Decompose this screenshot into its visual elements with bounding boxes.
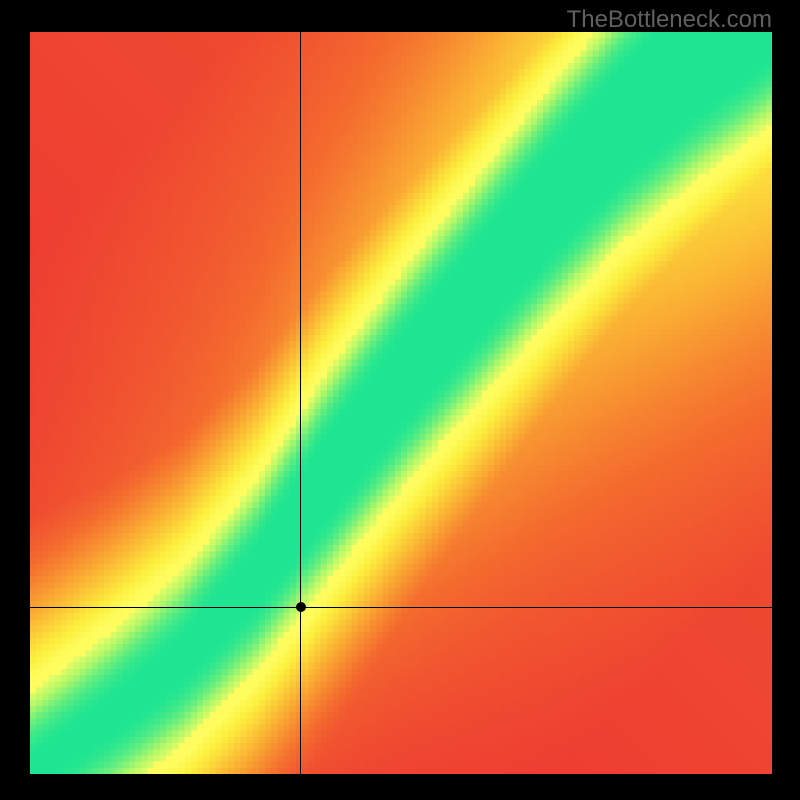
heatmap-canvas — [30, 32, 772, 774]
watermark-text: TheBottleneck.com — [567, 6, 772, 34]
crosshair-vertical — [300, 32, 301, 774]
data-point-marker — [296, 602, 306, 612]
crosshair-horizontal — [30, 607, 772, 608]
chart-container: TheBottleneck.com — [0, 0, 800, 800]
